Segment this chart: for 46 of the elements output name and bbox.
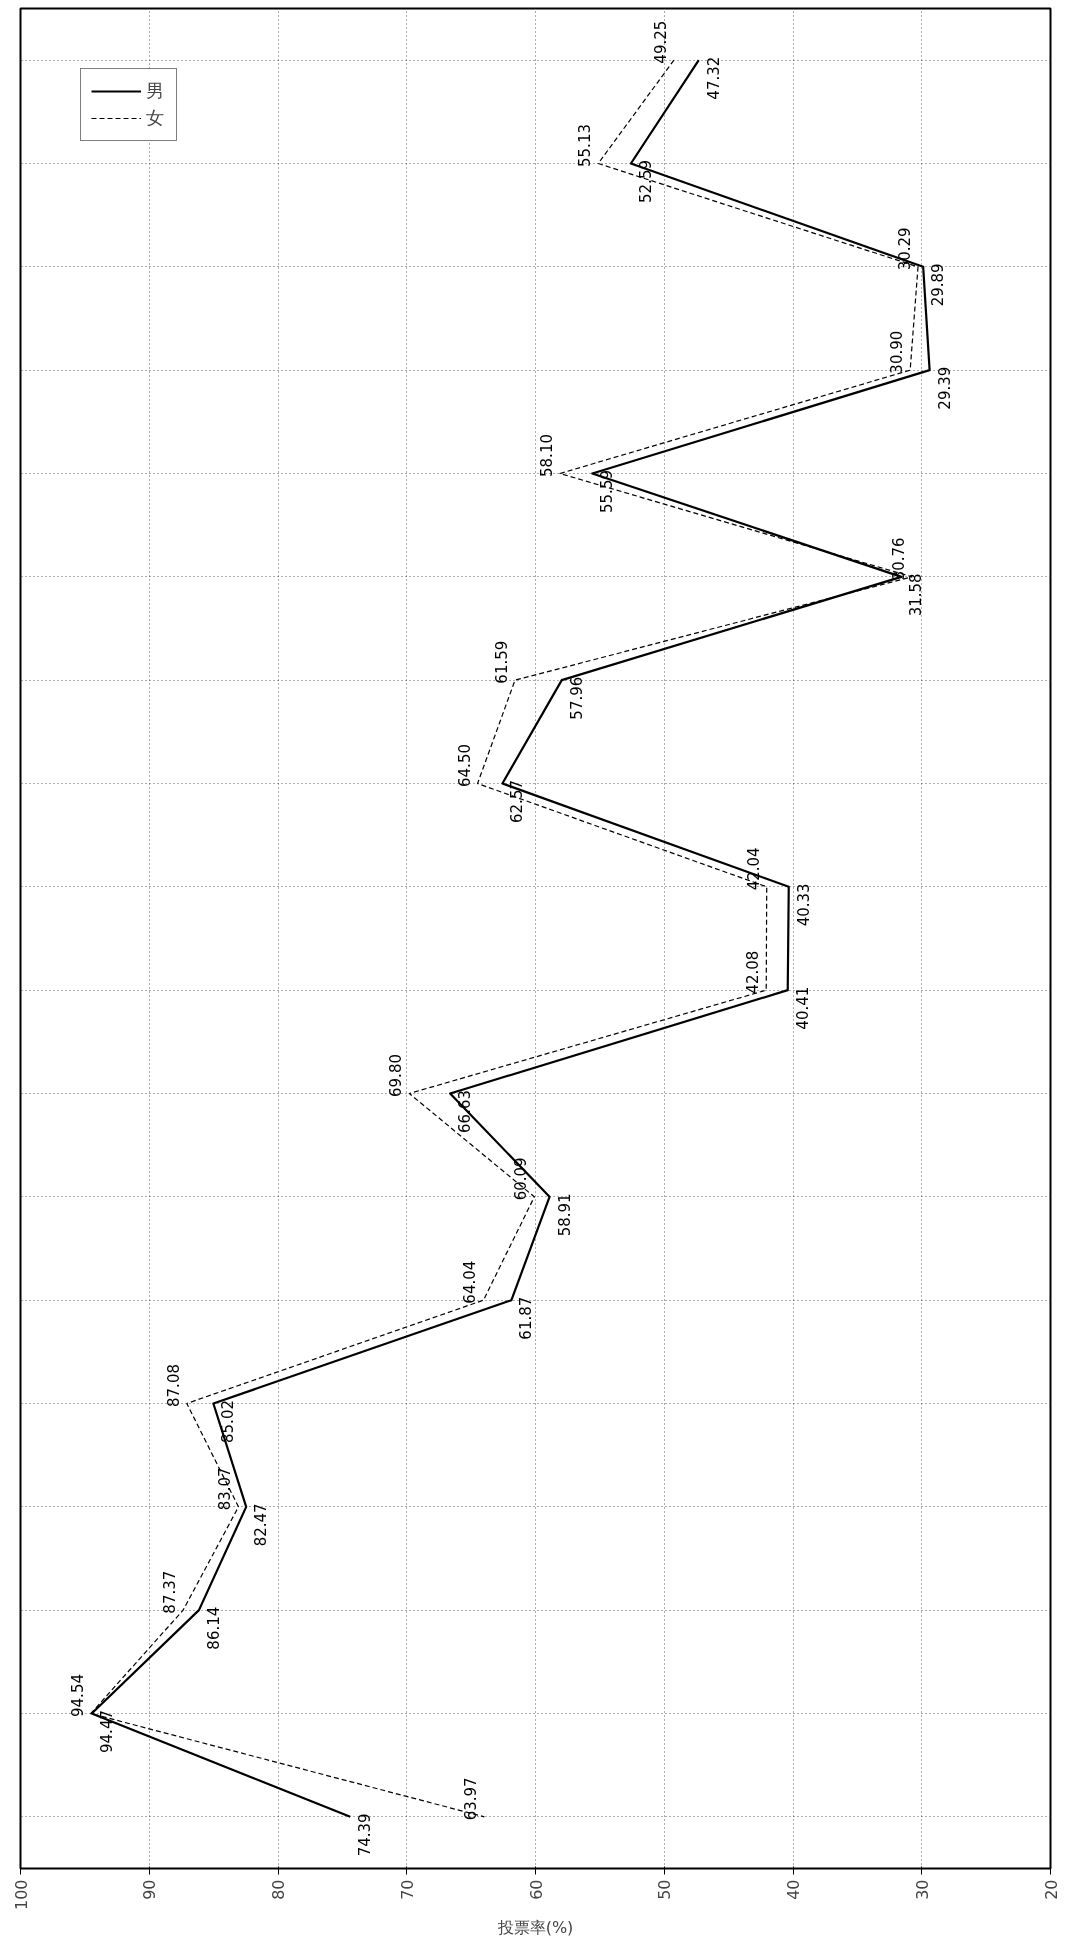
data-label: 64.04 bbox=[461, 1260, 480, 1304]
data-label: 52.59 bbox=[636, 160, 655, 203]
data-label: 57.96 bbox=[567, 676, 586, 720]
data-label: 94.54 bbox=[68, 1674, 87, 1717]
data-label: 82.47 bbox=[252, 1503, 271, 1547]
data-label: 40.33 bbox=[794, 883, 813, 927]
data-label: 66.63 bbox=[456, 1090, 475, 1133]
x-tick-label: 40 bbox=[784, 1879, 803, 1900]
x-tick-label: 60 bbox=[526, 1879, 546, 1900]
legend-label: 男 bbox=[146, 79, 165, 103]
data-label: 30.90 bbox=[888, 330, 907, 374]
x-tick-label: 80 bbox=[269, 1879, 288, 1900]
data-label: 87.08 bbox=[164, 1364, 183, 1407]
data-label: 29.89 bbox=[929, 263, 948, 307]
data-label: 87.37 bbox=[161, 1570, 180, 1614]
data-label: 55.13 bbox=[576, 124, 595, 167]
data-label: 55.59 bbox=[598, 470, 617, 513]
data-label: 47.32 bbox=[704, 56, 723, 100]
data-label: 94.47 bbox=[97, 1710, 116, 1753]
x-tick-label: 20 bbox=[1041, 1879, 1061, 1900]
data-label: 61.87 bbox=[517, 1296, 536, 1340]
data-label: 62.57 bbox=[508, 780, 527, 823]
data-label: 64.50 bbox=[455, 744, 474, 787]
data-label: 74.39 bbox=[356, 1813, 375, 1857]
data-label: 42.08 bbox=[744, 950, 763, 994]
data-label: 86.14 bbox=[204, 1606, 223, 1650]
data-label: 58.91 bbox=[555, 1193, 574, 1237]
data-label: 58.10 bbox=[537, 434, 556, 477]
data-label: 61.59 bbox=[493, 640, 512, 684]
data-label: 83.07 bbox=[216, 1467, 235, 1511]
x-axis-title: 投票率(%) bbox=[496, 1918, 574, 1938]
data-label: 63.97 bbox=[462, 1777, 481, 1821]
data-label: 69.80 bbox=[387, 1054, 406, 1097]
legend-label: 女 bbox=[146, 106, 165, 130]
data-label: 42.04 bbox=[744, 847, 763, 891]
data-label: 49.25 bbox=[651, 20, 670, 64]
x-tick-label: 30 bbox=[912, 1879, 932, 1900]
x-tick-label: 90 bbox=[140, 1879, 160, 1900]
x-tick-label: 50 bbox=[655, 1879, 675, 1900]
data-label: 40.41 bbox=[793, 986, 812, 1030]
x-tick-label: 70 bbox=[397, 1879, 417, 1900]
data-label: 60.09 bbox=[512, 1157, 531, 1201]
data-label: 31.58 bbox=[907, 573, 926, 617]
data-label: 29.39 bbox=[935, 366, 954, 410]
x-tick-label: 100 bbox=[11, 1879, 31, 1911]
data-label: 30.29 bbox=[896, 227, 915, 271]
